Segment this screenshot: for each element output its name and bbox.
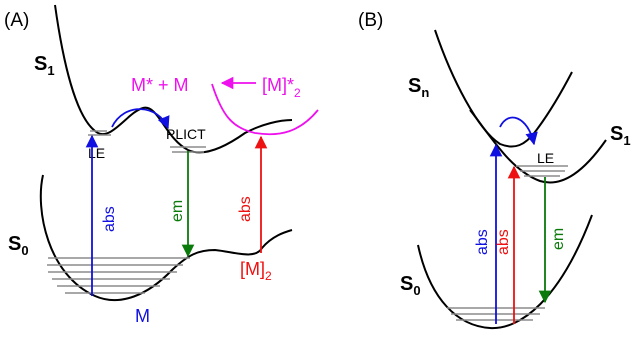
panel-b-em-label: em [550, 228, 567, 250]
panel-b-s1-curve [469, 109, 607, 184]
panel-a-transfer-arrow [111, 108, 170, 130]
panel-a-excimer-rhs: [M]*2 [262, 75, 301, 100]
panel-b-s1-levels [516, 165, 568, 177]
panel-b-le-label: LE [537, 150, 554, 166]
panel-b-abs-red-label: abs [495, 229, 512, 255]
panel-b: (B) Sn S1 S0 LE abs abs [358, 10, 631, 330]
panel-b-s0-label: S0 [400, 273, 421, 298]
panel-a-s0-levels [47, 257, 190, 294]
panel-a-excimer-lhs: M* + M [131, 75, 189, 95]
panel-b-s1-label: S1 [610, 123, 631, 148]
panel-a-le-label: LE [88, 145, 105, 161]
panel-a: (A) S1 S0 LE PLICT [4, 4, 319, 326]
panel-b-ic-arrow [499, 116, 538, 146]
panel-a-s1-label: S1 [34, 53, 55, 78]
panel-b-tag: (B) [358, 10, 383, 31]
panel-b-s0-curve [417, 214, 593, 330]
panel-a-abs-label: abs [101, 206, 118, 232]
panel-a-dimer-label: [M]2 [240, 259, 272, 283]
panel-b-sn-label: Sn [408, 75, 429, 100]
panel-a-tag: (A) [4, 10, 29, 31]
panel-a-m-label: M [135, 306, 150, 326]
panel-a-s0-label: S0 [8, 233, 29, 258]
panel-b-sn-curve [434, 29, 573, 148]
panel-a-s0-curve [39, 174, 293, 301]
panel-a-excimer-curve [211, 83, 319, 136]
panel-a-plict-label: PLICT [166, 126, 206, 142]
panel-a-em-label: em [169, 200, 186, 222]
panel-a-abs-dimer-label: abs [237, 196, 254, 222]
panel-b-abs-blue-label: abs [474, 229, 491, 255]
